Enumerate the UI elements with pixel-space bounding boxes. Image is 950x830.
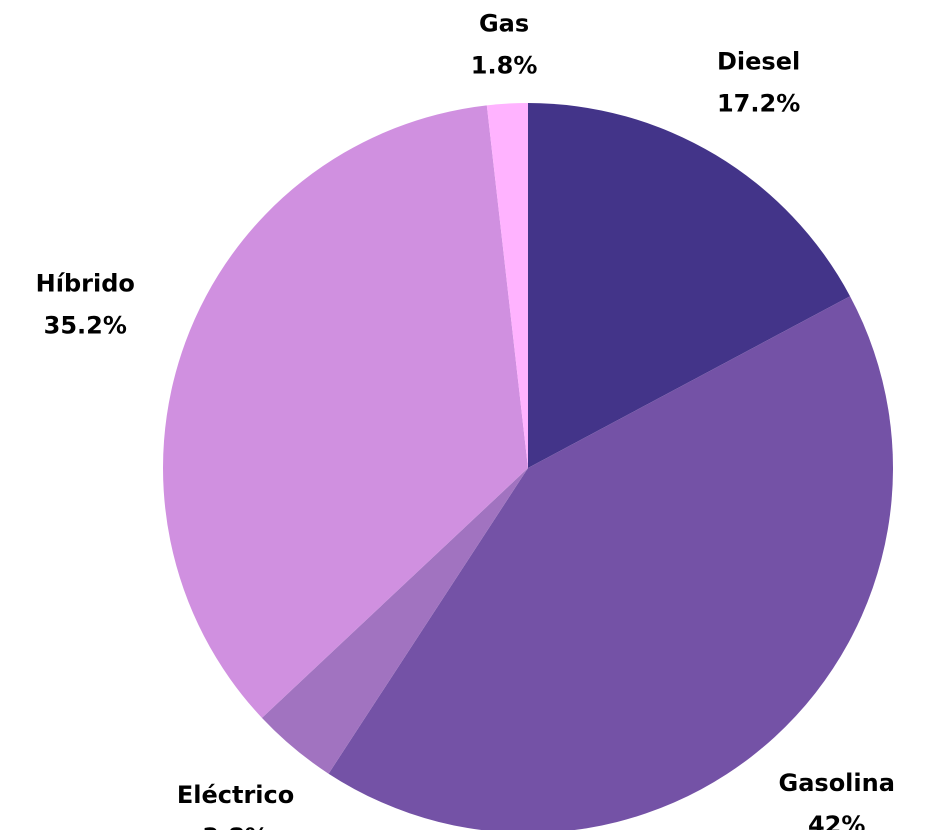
slice-label: Diesel [717, 48, 800, 76]
slice-label: Híbrido [36, 269, 135, 297]
slice-value: 17.2% [717, 90, 800, 118]
slice-value: 42% [808, 811, 865, 830]
slice-label: Gasolina [779, 769, 895, 797]
pie-slice [486, 103, 528, 468]
pie-slice [261, 468, 528, 774]
pie-slice [528, 103, 851, 468]
slice-label: Gas [479, 10, 529, 38]
slice-value: 35.2% [44, 311, 127, 339]
slice-label: Eléctrico [177, 781, 294, 809]
slice-value: 3.8% [202, 823, 269, 830]
slice-value: 1.8% [471, 52, 538, 80]
pie-slice [328, 296, 893, 830]
pie-slice [163, 105, 528, 718]
